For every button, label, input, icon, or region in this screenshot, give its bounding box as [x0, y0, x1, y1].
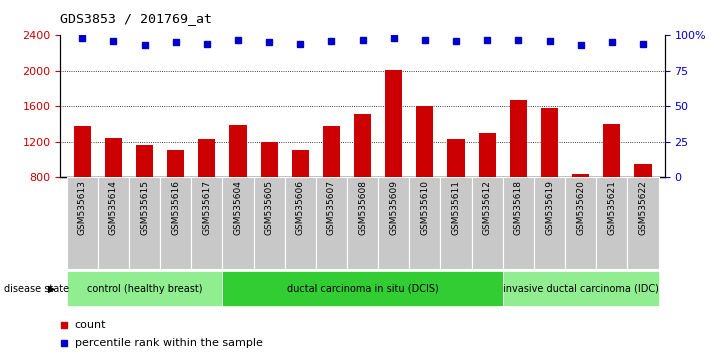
Text: GSM535622: GSM535622: [638, 180, 648, 234]
Text: disease state: disease state: [4, 284, 69, 293]
Bar: [347, 177, 378, 269]
Bar: [323, 126, 340, 177]
Text: GSM535620: GSM535620: [576, 180, 585, 235]
Bar: [105, 138, 122, 177]
Bar: [479, 133, 496, 177]
Text: ▶: ▶: [48, 284, 55, 293]
Text: GSM535604: GSM535604: [233, 180, 242, 235]
Bar: [292, 150, 309, 177]
Bar: [627, 177, 658, 269]
Text: GSM535610: GSM535610: [420, 180, 429, 235]
Text: GSM535615: GSM535615: [140, 180, 149, 235]
Text: GSM535617: GSM535617: [203, 180, 211, 235]
Bar: [129, 177, 160, 269]
Text: GSM535608: GSM535608: [358, 180, 367, 235]
Text: GSM535611: GSM535611: [451, 180, 461, 235]
Text: GSM535609: GSM535609: [389, 180, 398, 235]
Bar: [167, 149, 184, 177]
Text: ductal carcinoma in situ (DCIS): ductal carcinoma in situ (DCIS): [287, 284, 439, 293]
Text: GDS3853 / 201769_at: GDS3853 / 201769_at: [60, 12, 213, 25]
Bar: [67, 177, 98, 269]
Bar: [634, 164, 651, 177]
Bar: [541, 108, 558, 177]
Bar: [503, 271, 658, 306]
Bar: [385, 70, 402, 177]
Bar: [572, 175, 589, 177]
Bar: [223, 177, 254, 269]
Bar: [471, 177, 503, 269]
Text: GSM535613: GSM535613: [77, 180, 87, 235]
Bar: [354, 114, 371, 177]
Bar: [597, 177, 627, 269]
Text: control (healthy breast): control (healthy breast): [87, 284, 203, 293]
Bar: [67, 271, 223, 306]
Bar: [510, 100, 527, 177]
Bar: [284, 177, 316, 269]
Bar: [316, 177, 347, 269]
Text: GSM535605: GSM535605: [264, 180, 274, 235]
Text: count: count: [75, 320, 106, 330]
Text: GSM535607: GSM535607: [327, 180, 336, 235]
Bar: [447, 139, 464, 177]
Bar: [160, 177, 191, 269]
Text: GSM535616: GSM535616: [171, 180, 180, 235]
Text: GSM535621: GSM535621: [607, 180, 616, 235]
Bar: [254, 177, 284, 269]
Text: GSM535614: GSM535614: [109, 180, 118, 235]
Bar: [136, 145, 153, 177]
Text: GSM535612: GSM535612: [483, 180, 492, 235]
Bar: [565, 177, 597, 269]
Bar: [74, 126, 91, 177]
Text: percentile rank within the sample: percentile rank within the sample: [75, 338, 262, 348]
Bar: [503, 177, 534, 269]
Text: GSM535619: GSM535619: [545, 180, 554, 235]
Bar: [98, 177, 129, 269]
Bar: [441, 177, 471, 269]
Bar: [603, 124, 621, 177]
Bar: [198, 139, 215, 177]
Bar: [378, 177, 410, 269]
Text: GSM535618: GSM535618: [514, 180, 523, 235]
Bar: [417, 106, 434, 177]
Bar: [261, 142, 278, 177]
Bar: [191, 177, 223, 269]
Bar: [534, 177, 565, 269]
Text: GSM535606: GSM535606: [296, 180, 305, 235]
Bar: [410, 177, 441, 269]
Bar: [223, 271, 503, 306]
Text: invasive ductal carcinoma (IDC): invasive ductal carcinoma (IDC): [503, 284, 658, 293]
Bar: [230, 125, 247, 177]
